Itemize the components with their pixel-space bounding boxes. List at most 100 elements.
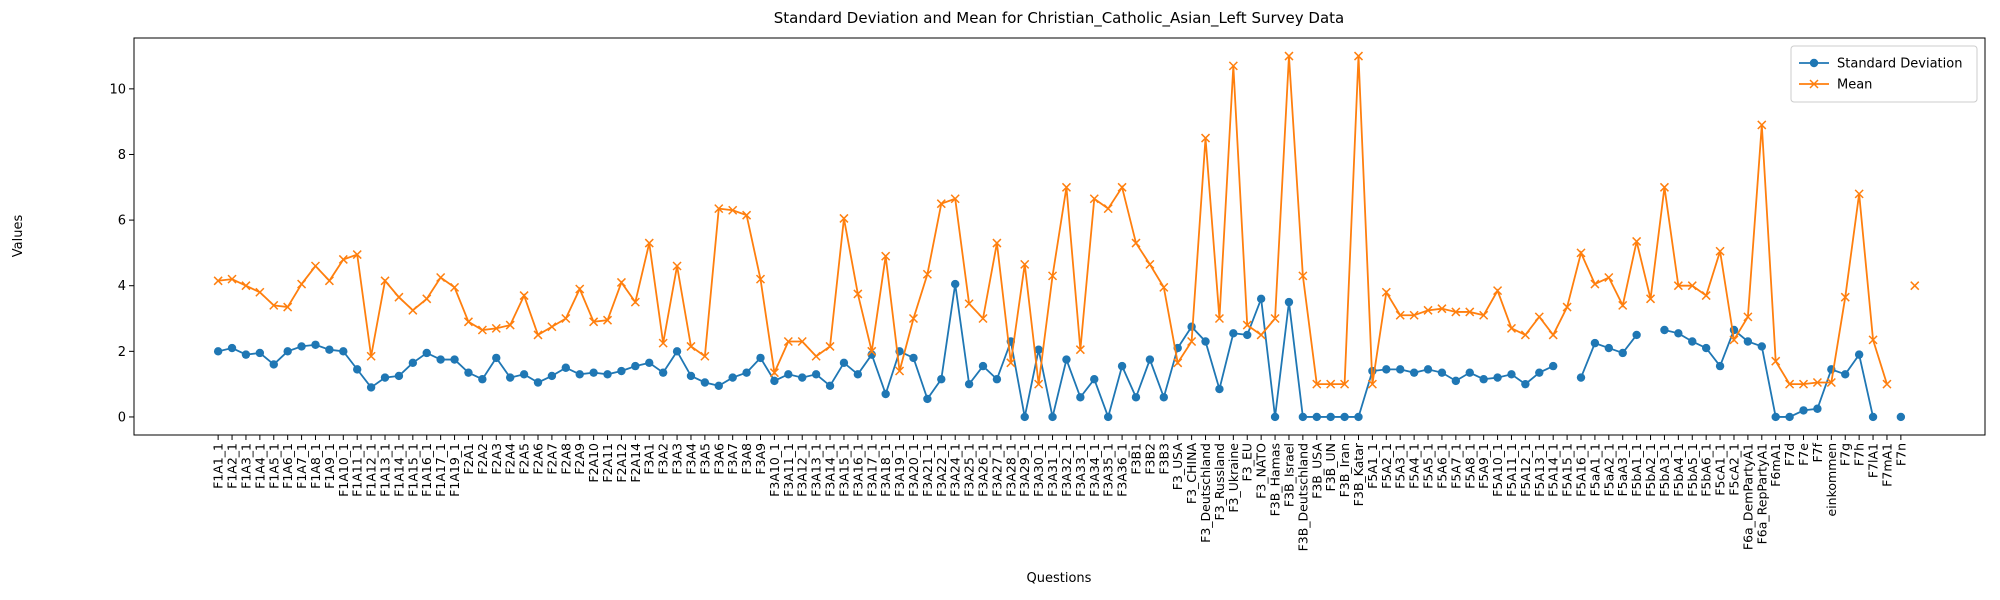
point [1590, 338, 1600, 348]
marker-stroke [1826, 377, 1836, 388]
x-tick-label: F3_EU [1240, 443, 1255, 481]
x-tick-label: F3A35_1 [1101, 443, 1116, 497]
x-tick-label: F1A11_1 [350, 443, 365, 497]
point [1173, 358, 1183, 368]
point [575, 370, 584, 379]
point [1340, 379, 1350, 389]
point [589, 317, 599, 327]
plot-area [133, 37, 1986, 436]
point [1799, 406, 1808, 415]
point [227, 343, 237, 353]
marker-stroke [1646, 294, 1656, 304]
x-tick-label: F1A19_1 [447, 443, 462, 497]
x-tick-label: F3A16_1 [850, 443, 865, 497]
marker-stroke [269, 300, 279, 310]
x-tick-label: F7mA1 [1879, 443, 1894, 487]
marker-stroke [338, 254, 348, 264]
point [283, 347, 292, 356]
point [1507, 370, 1516, 379]
x-tick-label: F3_Deutschland [1198, 443, 1213, 543]
point [478, 375, 487, 384]
point [380, 373, 390, 382]
point [1687, 281, 1697, 291]
x-tick-label: F5aA3_1 [1615, 443, 1630, 497]
x-tick-label: F2A5 [517, 443, 532, 475]
point [519, 291, 529, 301]
point [825, 381, 835, 390]
x-tick-label: F3_USA [1170, 443, 1185, 491]
x-tick-label: F2A7 [544, 443, 559, 475]
point [1145, 259, 1155, 269]
marker-stroke [1312, 379, 1322, 389]
point [1117, 361, 1127, 371]
point [1423, 365, 1433, 374]
point [297, 342, 306, 351]
point [992, 375, 1002, 384]
marker-stroke [964, 299, 974, 309]
marker-stroke [1506, 323, 1517, 333]
x-tick-label: F5A7_1 [1448, 443, 1463, 489]
x-tick-label: F3A34_1 [1087, 443, 1102, 497]
point [1201, 337, 1210, 346]
marker-stroke [1423, 305, 1433, 315]
point [1242, 320, 1252, 330]
marker-stroke [380, 276, 390, 286]
point [464, 368, 473, 377]
point [1256, 330, 1266, 340]
point [811, 370, 821, 379]
point [1131, 393, 1141, 402]
marker-stroke [1187, 336, 1197, 347]
point [1187, 336, 1197, 347]
y-tick-label: 6 [118, 214, 126, 229]
point [450, 355, 459, 364]
point [1006, 358, 1016, 368]
point [1312, 412, 1321, 422]
x-tick-label: F3A22_1 [934, 443, 949, 497]
marker-stroke [895, 366, 905, 376]
point [269, 300, 279, 310]
point [1520, 330, 1530, 340]
x-tick-label: F5A14_1 [1546, 443, 1561, 497]
marker-stroke [881, 251, 891, 261]
x-tick-label: F3A6 [711, 443, 726, 475]
series-line [218, 56, 1915, 384]
point [422, 294, 432, 304]
x-tick-label: F3B_Iran [1337, 443, 1352, 497]
point [1701, 343, 1711, 353]
marker-stroke [1284, 51, 1294, 61]
point [1020, 259, 1030, 269]
point [505, 320, 515, 330]
x-tick-label: F3_Russland [1212, 443, 1227, 520]
point [922, 269, 932, 279]
x-tick-label: F5A16_1 [1574, 443, 1589, 497]
marker-stroke [658, 338, 668, 348]
x-tick-label: F7e [1796, 443, 1811, 466]
marker-stroke [700, 351, 710, 361]
point [1535, 368, 1544, 377]
marker-stroke [436, 272, 446, 283]
x-tick-label: F3A2 [656, 443, 671, 475]
point [394, 292, 404, 302]
point [1785, 412, 1794, 422]
point [1145, 355, 1155, 364]
x-tick-label: F5A1_1 [1365, 443, 1380, 489]
point [631, 361, 640, 371]
point [1715, 361, 1725, 371]
point [1576, 248, 1586, 258]
x-tick-label: F5A9_1 [1476, 443, 1491, 489]
marker-stroke [1381, 287, 1391, 297]
point [1493, 286, 1503, 296]
x-tick-label: F3A5 [697, 443, 712, 475]
x-tick-label: F3A17_1 [864, 443, 879, 497]
point [311, 340, 320, 349]
point [561, 313, 571, 324]
x-tick-label: F3A20_1 [906, 443, 921, 497]
point [825, 341, 835, 351]
marker-stroke [1534, 312, 1544, 322]
marker-stroke [533, 330, 543, 340]
marker-stroke [1173, 358, 1183, 368]
x-tick-label: F2A4 [503, 443, 518, 475]
x-tick-label: F3A36_1 [1115, 443, 1130, 497]
x-tick-label: F5A12_1 [1518, 443, 1533, 497]
